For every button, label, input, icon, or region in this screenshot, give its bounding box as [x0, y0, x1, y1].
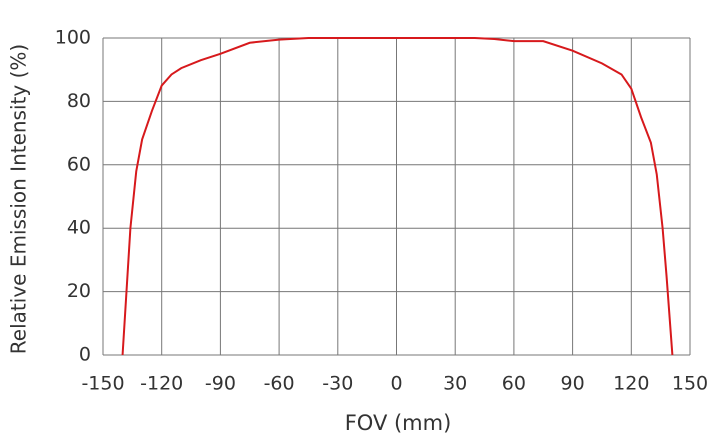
x-tick-label: 90 — [561, 373, 585, 395]
y-tick-label: 40 — [67, 217, 91, 239]
x-tick-label: 150 — [672, 373, 708, 395]
x-tick-label: -90 — [205, 373, 236, 395]
y-tick-label: 20 — [67, 280, 91, 302]
x-tick-label: -120 — [140, 373, 183, 395]
x-tick-label: 30 — [443, 373, 467, 395]
y-tick-label: 100 — [55, 27, 91, 49]
x-tick-label: 60 — [502, 373, 526, 395]
y-tick-label: 0 — [79, 344, 91, 366]
x-tick-label: -30 — [322, 373, 353, 395]
y-axis-label: Relative Emission Intensity (%) — [7, 44, 31, 354]
x-tick-label: 120 — [613, 373, 649, 395]
y-tick-label: 80 — [67, 90, 91, 112]
data-line — [121, 37, 674, 356]
x-tick-label: -150 — [81, 373, 124, 395]
x-axis-label: FOV (mm) — [345, 411, 452, 435]
y-tick-label: 60 — [67, 153, 91, 175]
x-tick-label: 0 — [390, 373, 402, 395]
x-tick-label: -60 — [264, 373, 295, 395]
